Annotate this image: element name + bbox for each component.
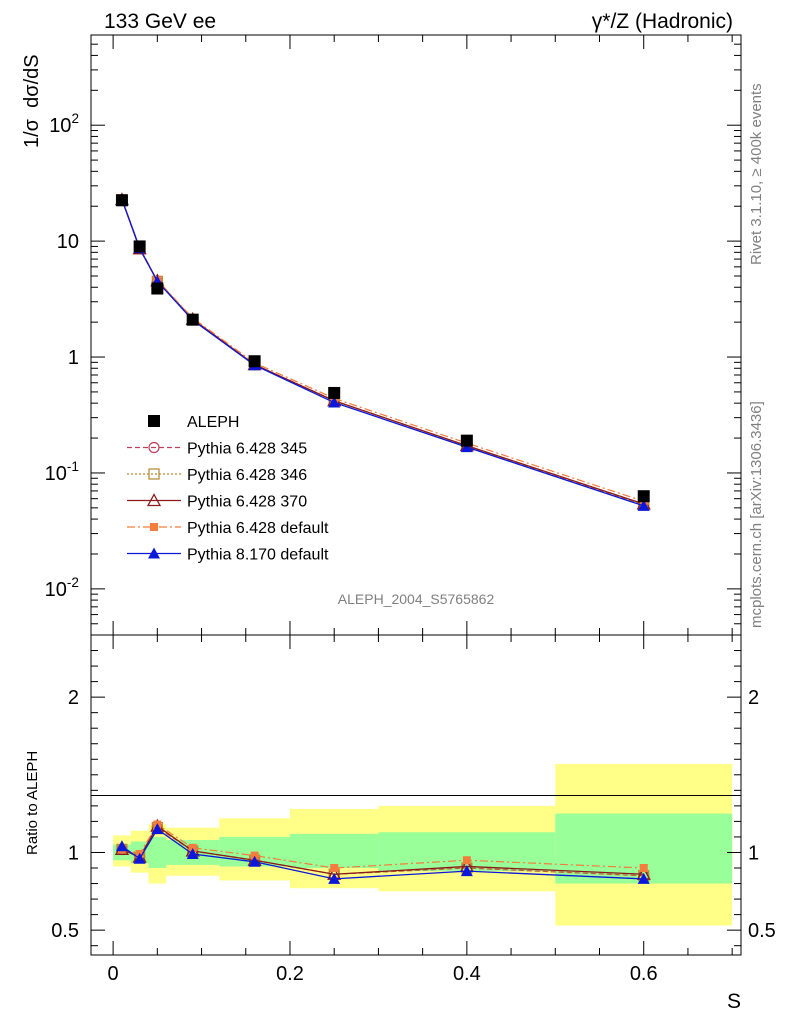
- legend-label: Pythia 8.170 default: [187, 547, 329, 564]
- ratio-data-point: [639, 864, 648, 873]
- legend: ALEPH Pythia 6.428 345 Pythia 6.428 346 Pyt…: [127, 414, 329, 564]
- ratio-series-line: [121, 823, 644, 869]
- main-series-line: [121, 199, 644, 505]
- ratio-y-axis-label: Ratio to ALEPH: [24, 751, 41, 855]
- main-series-line: [121, 199, 644, 506]
- x-tick-label: 0: [108, 963, 119, 985]
- main-data-point: [248, 355, 261, 368]
- legend-marker: [148, 468, 160, 480]
- main-data-point: [460, 434, 473, 447]
- legend-entry-aleph: ALEPH: [148, 414, 239, 431]
- ratio-y-tick-label-right: 2: [748, 687, 759, 709]
- ratio-y-tick-label-right: 1: [748, 842, 759, 864]
- x-tick-label: 0.2: [276, 963, 304, 985]
- ratio-data-point: [186, 848, 199, 860]
- ratio-band-inner: [378, 832, 556, 872]
- ratio-data-point: [133, 852, 146, 864]
- main-data-point: [637, 499, 650, 511]
- mcplots-label: mcplots.cern.ch [arXiv:1306.3436]: [748, 401, 765, 628]
- main-series-group: [114, 192, 651, 511]
- ratio-series-group: [114, 818, 651, 884]
- ratio-data-point: [188, 843, 197, 852]
- legend-entry-pythia-6-428-370: Pythia 6.428 370: [127, 493, 307, 511]
- main-series-line: [121, 199, 644, 506]
- main-series-aleph: [115, 194, 650, 503]
- ratio-plot-panel: 0.5 0.5 1 1 2 2 0 0.2 0.4 0.6 Ratio to ALEPH S: [24, 634, 776, 1013]
- legend-entry-pythia-8-170-default: Pythia 8.170 default: [127, 547, 329, 564]
- main-series-pythia-8-170-default: [115, 193, 650, 511]
- main-data-point: [151, 282, 164, 295]
- ratio-band-inner: [289, 833, 379, 869]
- legend-label: Pythia 6.428 346: [187, 467, 307, 484]
- main-data-point: [186, 313, 199, 326]
- main-series-pythia-6-428-346: [116, 194, 650, 511]
- ratio-uncertainty-bands: [113, 763, 733, 926]
- legend-label: ALEPH: [187, 414, 239, 431]
- main-series-pythia-6-428-345: [116, 194, 650, 511]
- main-axis-ticks: [91, 34, 741, 636]
- main-data-point: [637, 490, 650, 503]
- ratio-data-point: [462, 856, 471, 865]
- main-data-point: [133, 240, 146, 253]
- ratio-axis-ticks: [91, 635, 741, 955]
- legend-entry-pythia-6-428-345: Pythia 6.428 345: [127, 441, 307, 458]
- main-plot-frame: [90, 34, 742, 636]
- ratio-series-line: [121, 828, 644, 880]
- main-y-axis-label: 1/σ dσ/dS: [21, 54, 43, 148]
- legend-label: Pythia 6.428 default: [187, 520, 329, 537]
- x-tick-label: 0.6: [630, 963, 658, 985]
- rivet-version-label: Rivet 3.1.10, ≥ 400k events: [748, 83, 765, 265]
- legend-entry-pythia-6-428-default: Pythia 6.428 default: [127, 520, 329, 537]
- ratio-y-tick-labels: 0.5 0.5 1 1 2 2: [51, 687, 776, 942]
- main-series-line: [121, 198, 644, 507]
- ratio-data-point: [460, 865, 473, 877]
- ratio-band-inner: [148, 836, 167, 869]
- main-series-pythia-6-428-default: [117, 195, 648, 506]
- main-y-tick-labels: 10-2 10-1 1 10 102: [45, 111, 79, 601]
- legend-marker: [150, 523, 158, 531]
- legend-marker: [146, 493, 162, 507]
- legend-entry-pythia-6-428-346: Pythia 6.428 346: [127, 467, 307, 484]
- main-y-tick-label: 102: [49, 111, 79, 137]
- legend-label: Pythia 6.428 345: [187, 441, 307, 458]
- x-axis-label: S: [727, 990, 741, 1013]
- legend-marker: [148, 415, 160, 427]
- ratio-data-point: [328, 872, 341, 884]
- header-left-label: 133 GeV ee: [104, 10, 216, 33]
- ratio-data-point: [250, 851, 259, 860]
- ratio-y-tick-label-right: 0.5: [748, 920, 776, 942]
- main-y-tick-label: 10-2: [45, 575, 79, 601]
- main-plot-panel: 10-2 10-1 1 10 102 1/σ dσ/dS ALEPH_2004_S576…: [21, 34, 742, 636]
- x-tick-labels: 0 0.2 0.4 0.6: [108, 963, 658, 985]
- ratio-y-tick-label: 1: [68, 842, 79, 864]
- ratio-y-tick-label: 0.5: [51, 920, 79, 942]
- ratio-series-pythia-8-170-default: [115, 823, 650, 884]
- ratio-y-tick-label: 2: [68, 687, 79, 709]
- ratio-plot-frame: [90, 634, 742, 956]
- x-tick-label: 0.4: [453, 963, 481, 985]
- main-y-tick-label: 10-1: [45, 459, 79, 485]
- ratio-data-point: [115, 840, 128, 852]
- ratio-data-point: [637, 872, 650, 884]
- ratio-data-point: [330, 864, 339, 873]
- main-data-point: [115, 194, 128, 207]
- analysis-label: ALEPH_2004_S5765862: [338, 591, 495, 607]
- main-series-line: [121, 198, 644, 502]
- ratio-data-point: [151, 823, 164, 835]
- main-data-point: [328, 386, 341, 399]
- main-y-tick-label: 1: [68, 347, 79, 369]
- main-series-pythia-6-428-370: [114, 192, 651, 510]
- legend-marker: [148, 441, 160, 454]
- main-data-point: [328, 396, 341, 408]
- ratio-data-point: [248, 855, 261, 867]
- main-y-tick-label: 10: [57, 231, 79, 253]
- legend-label: Pythia 6.428 370: [187, 494, 307, 511]
- header-right-label: γ*/Z (Hadronic): [592, 10, 733, 33]
- legend-marker: [148, 547, 160, 559]
